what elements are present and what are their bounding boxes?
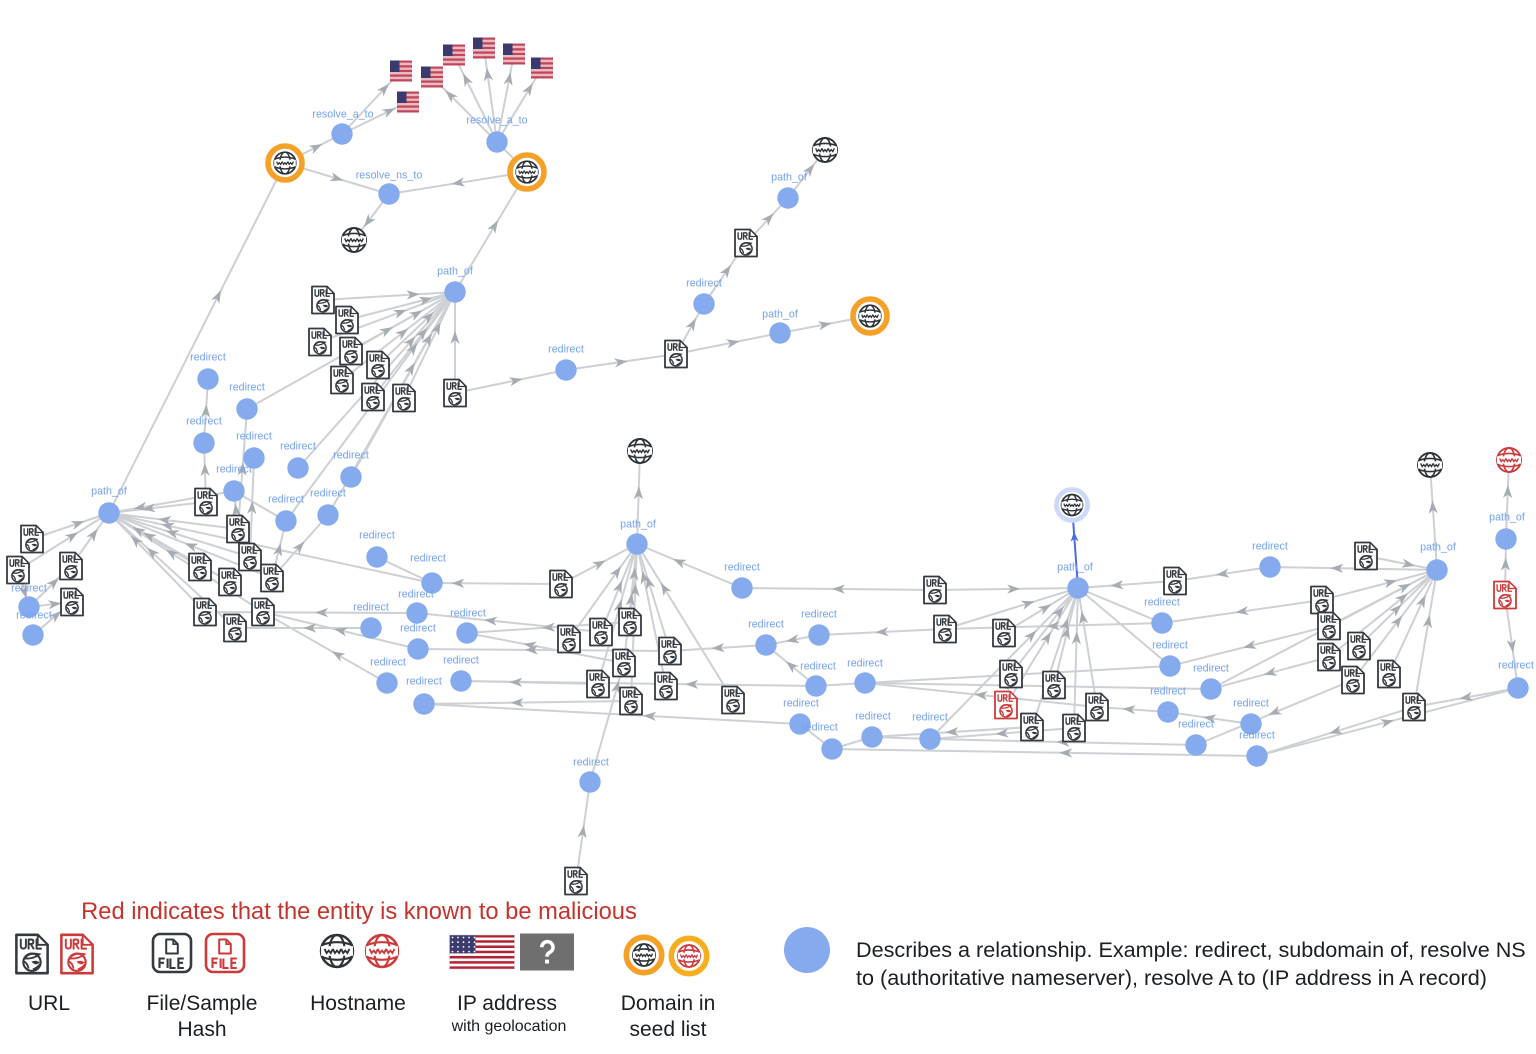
svg-text:redirect: redirect [229,382,265,394]
svg-text:with geolocation: with geolocation [451,1018,567,1035]
svg-text:redirect: redirect [450,608,486,620]
svg-text:redirect: redirect [1498,660,1534,672]
svg-text:redirect: redirect [443,655,479,667]
svg-text:resolve_a_to: resolve_a_to [312,109,373,121]
svg-text:path_of: path_of [91,486,127,498]
svg-text:Hostname: Hostname [310,992,406,1015]
svg-text:redirect: redirect [912,712,948,724]
svg-text:resolve_ns_to: resolve_ns_to [356,170,423,182]
svg-text:redirect: redirect [236,431,272,443]
svg-text:Describes a relationship. Exam: Describes a relationship. Example: redir… [856,937,1526,962]
svg-text:redirect: redirect [359,530,395,542]
svg-text:redirect: redirect [410,553,446,565]
svg-text:seed list: seed list [629,1018,706,1041]
svg-text:redirect: redirect [1193,663,1229,675]
svg-text:redirect: redirect [310,488,346,500]
svg-text:URL: URL [28,992,70,1015]
svg-text:redirect: redirect [398,589,434,601]
svg-text:redirect: redirect [1239,730,1275,742]
svg-text:path_of: path_of [620,519,656,531]
svg-text:redirect: redirect [186,416,222,428]
svg-text:redirect: redirect [573,757,609,769]
svg-text:IP address: IP address [457,992,557,1015]
svg-text:redirect: redirect [280,441,316,453]
svg-text:redirect: redirect [1150,686,1186,698]
svg-text:redirect: redirect [1144,597,1180,609]
svg-text:redirect: redirect [406,676,442,688]
svg-text:redirect: redirect [400,623,436,635]
svg-text:redirect: redirect [855,711,891,723]
svg-text:redirect: redirect [783,698,819,710]
svg-text:redirect: redirect [268,494,304,506]
svg-text:path_of: path_of [1420,542,1456,554]
svg-text:Red indicates that the entity: Red indicates that the entity is known t… [81,899,637,925]
svg-text:File/Sample: File/Sample [147,992,258,1015]
svg-text:path_of: path_of [771,172,807,184]
svg-text:redirect: redirect [1152,640,1188,652]
svg-text:redirect: redirect [802,722,838,734]
svg-text:resolve_a_to: resolve_a_to [466,115,527,127]
svg-text:redirect: redirect [1252,541,1288,553]
svg-text:redirect: redirect [724,562,760,574]
svg-text:redirect: redirect [190,352,226,364]
svg-text:redirect: redirect [847,658,883,670]
svg-text:Hash: Hash [177,1018,226,1041]
svg-text:Domain in: Domain in [621,992,716,1015]
svg-text:redirect: redirect [216,464,252,476]
svg-text:redirect: redirect [800,661,836,673]
svg-text:redirect: redirect [16,610,52,622]
svg-text:path_of: path_of [762,309,798,321]
svg-text:redirect: redirect [801,609,837,621]
svg-text:redirect: redirect [748,619,784,631]
svg-text:redirect: redirect [11,583,47,595]
svg-text:to (authoritative nameserver),: to (authoritative nameserver), resolve A… [856,965,1487,990]
svg-text:path_of: path_of [437,266,473,278]
svg-text:redirect: redirect [1178,719,1214,731]
svg-text:path_of: path_of [1489,512,1525,524]
svg-text:redirect: redirect [370,657,406,669]
svg-text:redirect: redirect [353,602,389,614]
svg-text:redirect: redirect [333,450,369,462]
svg-text:redirect: redirect [1233,698,1269,710]
svg-text:redirect: redirect [548,344,584,356]
svg-text:redirect: redirect [686,278,722,290]
svg-text:path_of: path_of [1057,562,1093,574]
